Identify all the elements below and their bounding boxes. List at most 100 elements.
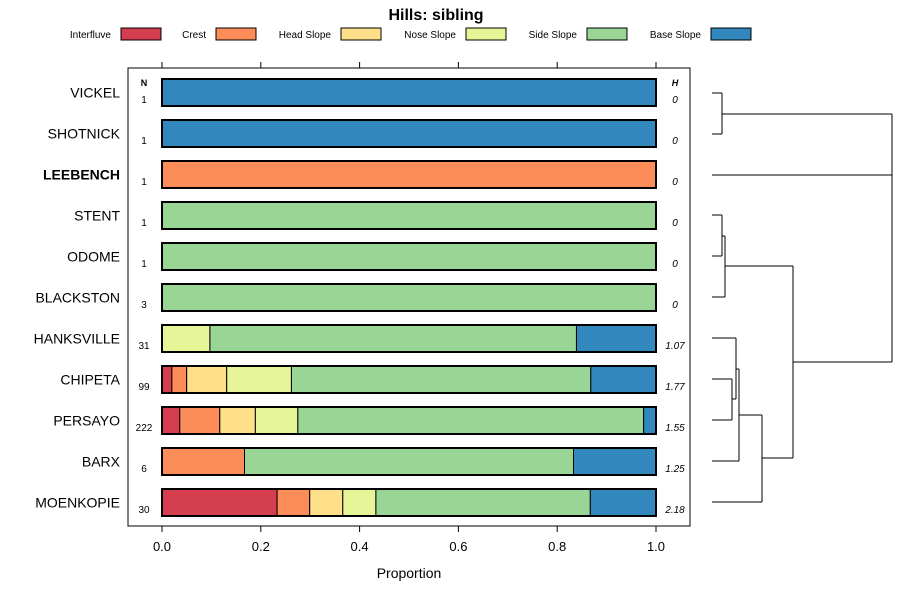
- row-label-blackston: BLACKSTON: [35, 290, 120, 306]
- bar-segment-barx-crest: [161, 447, 245, 476]
- x-axis-label: Proportion: [377, 565, 442, 581]
- dendrogram: [712, 92, 893, 503]
- h-value-barx: 1.25: [665, 464, 685, 475]
- legend-swatch-head-slope: [340, 27, 382, 41]
- row-label-persayo: PERSAYO: [53, 413, 120, 429]
- n-column-header: N: [141, 78, 148, 88]
- bar-segment-hanksville-base-slope: [575, 324, 657, 353]
- n-value-barx: 6: [141, 464, 147, 475]
- bar-outline-shotnick: [161, 119, 657, 148]
- legend-label-nose-slope: Nose Slope: [404, 30, 456, 41]
- bar-segment-moenkopie-crest: [276, 488, 311, 517]
- bar-segment-persayo-head-slope: [219, 406, 256, 435]
- bar-segment-persayo-base-slope: [643, 406, 657, 435]
- legend-swatch-crest: [215, 27, 257, 41]
- bars-layer: [161, 78, 657, 517]
- h-value-hanksville: 1.07: [665, 341, 685, 352]
- h-column-header: H: [672, 78, 679, 88]
- bar-segment-chipeta-interfluve: [161, 365, 173, 394]
- n-value-shotnick: 1: [141, 136, 147, 147]
- bar-segment-barx-base-slope: [573, 447, 657, 476]
- chart-title: Hills: sibling: [388, 7, 483, 24]
- row-label-vickel: VICKEL: [70, 85, 120, 101]
- row-label-odome: ODOME: [67, 249, 120, 265]
- x-axis: 0.0 0.2 0.4 0.6 0.8 1.0: [153, 526, 665, 554]
- h-value-shotnick: 0: [672, 136, 678, 147]
- bar-segment-hanksville-nose-slope: [161, 324, 211, 353]
- n-value-blackston: 3: [141, 300, 147, 311]
- h-value-stent: 0: [672, 218, 678, 229]
- bar-segment-shotnick-base-slope: [161, 119, 657, 148]
- bar-outline-moenkopie: [161, 488, 657, 517]
- x-tick-label-1-0: 1.0: [647, 539, 665, 554]
- bar-outline-hanksville: [161, 324, 657, 353]
- plot-panel: [127, 67, 691, 527]
- bar-segment-chipeta-base-slope: [590, 365, 657, 394]
- bar-outline-odome: [161, 242, 657, 271]
- legend: Interfluve Crest Head Slope Nose Slope Side …: [70, 27, 752, 41]
- bar-segment-chipeta-nose-slope: [226, 365, 292, 394]
- h-value-vickel: 0: [672, 95, 678, 106]
- bar-segment-moenkopie-head-slope: [309, 488, 344, 517]
- row-label-leebench: LEEBENCH: [43, 167, 120, 183]
- bar-segment-persayo-crest: [179, 406, 221, 435]
- bar-segment-chipeta-side-slope: [290, 365, 592, 394]
- bar-outline-persayo: [161, 406, 657, 435]
- row-label-moenkopie: MOENKOPIE: [35, 495, 120, 511]
- h-value-blackston: 0: [672, 300, 678, 311]
- row-label-barx: BARX: [82, 454, 121, 470]
- legend-swatch-nose-slope: [465, 27, 507, 41]
- bar-segment-blackston-side-slope: [161, 283, 657, 312]
- n-value-vickel: 1: [141, 95, 147, 106]
- n-value-hanksville: 31: [138, 341, 150, 352]
- x-tick-label-0-0: 0.0: [153, 539, 171, 554]
- x-tick-label-0-4: 0.4: [351, 539, 369, 554]
- x-tick-label-0-2: 0.2: [252, 539, 270, 554]
- bar-outline-barx: [161, 447, 657, 476]
- row-label-chipeta: CHIPETA: [60, 372, 120, 388]
- n-value-odome: 1: [141, 259, 147, 270]
- bar-segment-persayo-nose-slope: [254, 406, 299, 435]
- n-value-moenkopie: 30: [138, 505, 150, 516]
- top-axis-ticks: [161, 62, 657, 68]
- bar-segment-persayo-side-slope: [297, 406, 645, 435]
- bar-segment-odome-side-slope: [161, 242, 657, 271]
- bar-segment-chipeta-head-slope: [186, 365, 228, 394]
- legend-swatch-interfluve: [120, 27, 162, 41]
- bar-outline-chipeta: [161, 365, 657, 394]
- bar-outline-vickel: [161, 78, 657, 107]
- bar-outline-leebench: [161, 160, 657, 189]
- bar-outline-stent: [161, 201, 657, 230]
- n-value-leebench: 1: [141, 177, 147, 188]
- bar-segment-stent-side-slope: [161, 201, 657, 230]
- legend-label-crest: Crest: [182, 30, 206, 41]
- legend-label-base-slope: Base Slope: [650, 30, 702, 41]
- bar-segment-leebench-crest: [161, 160, 657, 189]
- row-label-shotnick: SHOTNICK: [48, 126, 121, 142]
- legend-swatch-side-slope: [586, 27, 628, 41]
- bar-segment-vickel-base-slope: [161, 78, 657, 107]
- n-value-chipeta: 99: [138, 382, 150, 393]
- bar-segment-moenkopie-nose-slope: [342, 488, 377, 517]
- n-value-persayo: 222: [136, 423, 153, 434]
- row-label-stent: STENT: [74, 208, 120, 224]
- h-value-chipeta: 1.77: [665, 382, 685, 393]
- bar-segment-moenkopie-interfluve: [161, 488, 278, 517]
- h-value-persayo: 1.55: [665, 423, 685, 434]
- legend-label-side-slope: Side Slope: [529, 30, 578, 41]
- bar-segment-chipeta-crest: [171, 365, 188, 394]
- row-labels: VICKEL 1 0 SHOTNICK 1 0 LEEBENCH 1 0 STENT 1 0 ODOME…: [34, 85, 686, 517]
- h-value-moenkopie: 2.18: [664, 505, 685, 516]
- bar-outline-blackston: [161, 283, 657, 312]
- h-value-odome: 0: [672, 259, 678, 270]
- h-value-leebench: 0: [672, 177, 678, 188]
- x-tick-label-0-6: 0.6: [449, 539, 467, 554]
- row-label-hanksville: HANKSVILLE: [34, 331, 120, 347]
- bar-segment-moenkopie-base-slope: [589, 488, 657, 517]
- legend-label-interfluve: Interfluve: [70, 30, 112, 41]
- x-tick-label-0-8: 0.8: [548, 539, 566, 554]
- n-value-stent: 1: [141, 218, 147, 229]
- bar-segment-moenkopie-side-slope: [375, 488, 591, 517]
- bar-segment-barx-side-slope: [243, 447, 575, 476]
